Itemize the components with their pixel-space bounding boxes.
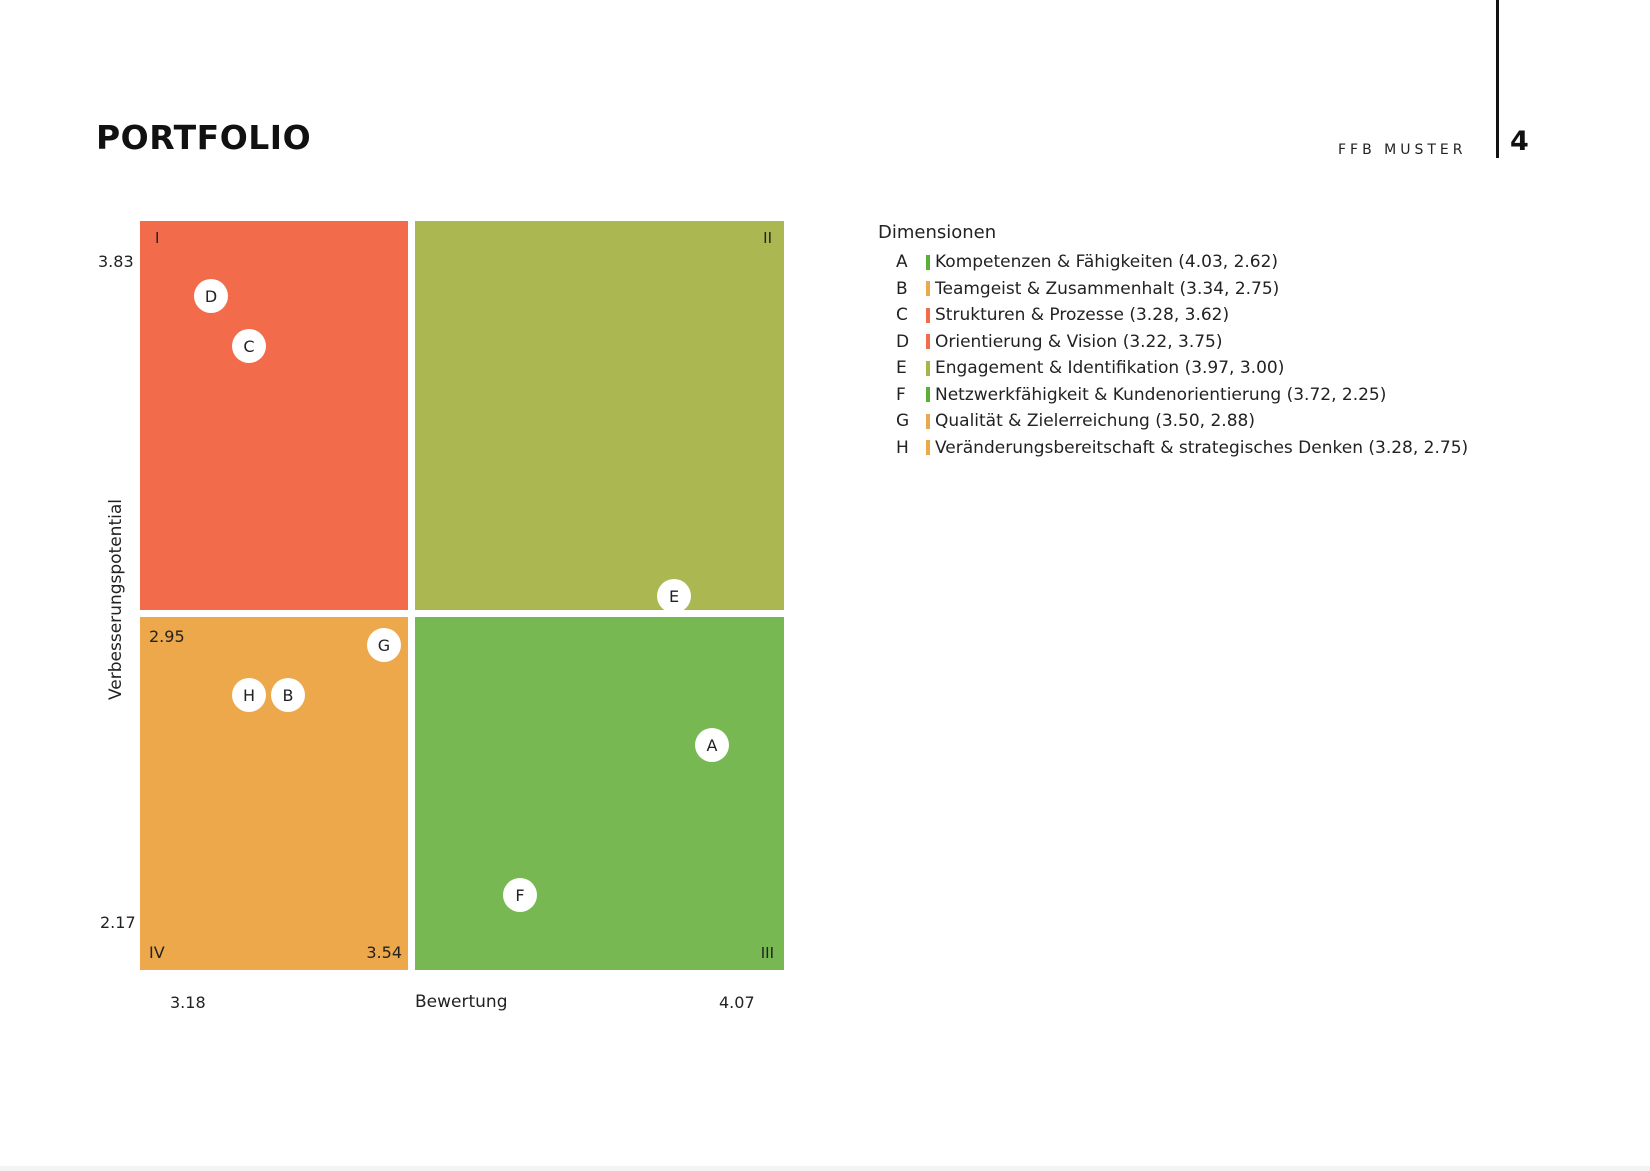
legend-text: Veränderungsbereitschaft & strategisches…: [935, 437, 1469, 458]
legend-item: H Veränderungsbereitschaft & strategisch…: [878, 435, 1468, 462]
legend-text: Engagement & Identifikation (3.97, 3.00): [935, 358, 1285, 379]
legend-item: D Orientierung & Vision (3.22, 3.75): [878, 329, 1468, 356]
x-tick-max: 4.07: [719, 993, 755, 1012]
x-axis-title: Bewertung: [415, 992, 508, 1012]
page-bottom-edge: [0, 1166, 1650, 1171]
legend-key: H: [896, 437, 909, 458]
data-point-F[interactable]: F: [503, 878, 537, 912]
quadrant-label-IV: IV: [149, 943, 165, 962]
data-point-H[interactable]: H: [232, 678, 266, 712]
legend-swatch: [926, 254, 930, 270]
legend-text: Teamgeist & Zusammenhalt (3.34, 2.75): [935, 278, 1280, 299]
data-point-D[interactable]: D: [194, 279, 228, 313]
y-split-label: 2.95: [149, 627, 185, 646]
legend-key: F: [896, 384, 906, 405]
data-point-G[interactable]: G: [367, 628, 401, 662]
legend-item: F Netzwerkfähigkeit & Kundenorientierung…: [878, 382, 1468, 409]
legend-swatch: [926, 334, 930, 350]
data-point-E[interactable]: E: [657, 579, 691, 613]
legend-key: E: [896, 358, 907, 379]
data-point-B[interactable]: B: [271, 678, 305, 712]
quadrant-I: I: [140, 221, 408, 610]
legend-key: G: [896, 411, 910, 432]
page-title: PORTFOLIO: [96, 118, 312, 157]
data-point-C[interactable]: C: [232, 329, 266, 363]
legend-item: A Kompetenzen & Fähigkeiten (4.03, 2.62): [878, 249, 1468, 276]
quadrant-III: III: [415, 617, 784, 970]
legend: Dimensionen A Kompetenzen & Fähigkeiten …: [878, 222, 1468, 461]
legend-swatch: [926, 281, 930, 297]
brand-label: FFB MUSTER: [1338, 142, 1467, 158]
legend-title: Dimensionen: [878, 222, 997, 243]
quadrant-IV: 2.95 IV 3.54: [140, 617, 408, 970]
legend-key: A: [896, 252, 908, 273]
quadrant-label-I: I: [155, 229, 160, 247]
legend-text: Qualität & Zielerreichung (3.50, 2.88): [935, 411, 1255, 432]
legend-swatch: [926, 440, 930, 456]
legend-text: Kompetenzen & Fähigkeiten (4.03, 2.62): [935, 252, 1279, 273]
y-tick-max: 3.83: [98, 252, 134, 271]
y-tick-min: 2.17: [100, 913, 136, 932]
legend-item: E Engagement & Identifikation (3.97, 3.0…: [878, 355, 1468, 382]
header-divider: [1496, 0, 1499, 158]
quadrant-label-III: III: [760, 944, 774, 962]
x-split-label: 3.54: [366, 943, 402, 962]
data-point-A[interactable]: A: [695, 728, 729, 762]
quadrant-label-II: II: [763, 229, 772, 247]
legend-swatch: [926, 360, 930, 376]
legend-item: G Qualität & Zielerreichung (3.50, 2.88): [878, 408, 1468, 435]
legend-key: B: [896, 278, 908, 299]
legend-text: Strukturen & Prozesse (3.28, 3.62): [935, 305, 1230, 326]
legend-key: D: [896, 331, 910, 352]
legend-item: B Teamgeist & Zusammenhalt (3.34, 2.75): [878, 276, 1468, 303]
legend-text: Orientierung & Vision (3.22, 3.75): [935, 331, 1223, 352]
legend-swatch: [926, 387, 930, 403]
y-axis-title: Verbesserungspotential: [106, 499, 126, 700]
legend-item: C Strukturen & Prozesse (3.28, 3.62): [878, 302, 1468, 329]
page-number: 4: [1510, 126, 1529, 157]
legend-key: C: [896, 305, 908, 326]
quadrant-II: II: [415, 221, 784, 610]
legend-text: Netzwerkfähigkeit & Kundenorientierung (…: [935, 384, 1387, 405]
x-tick-min: 3.18: [170, 993, 206, 1012]
legend-swatch: [926, 413, 930, 429]
legend-swatch: [926, 307, 930, 323]
